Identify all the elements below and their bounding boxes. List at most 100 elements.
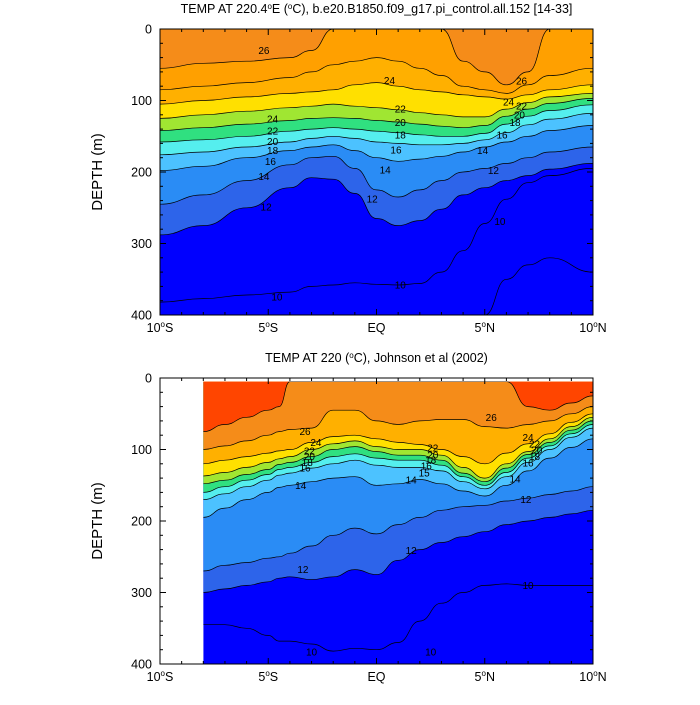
contour-label: 18	[529, 452, 541, 463]
contour-label: 12	[406, 546, 418, 557]
contour-label: 14	[406, 476, 418, 487]
contour-line-t26	[203, 406, 594, 450]
contour-line-t22	[160, 93, 593, 119]
contour-label: 24	[522, 433, 534, 444]
contour-label: 14	[477, 146, 489, 157]
contour-label: 20	[427, 451, 439, 462]
contour-label: 10	[522, 581, 534, 592]
contour-line-t11	[160, 163, 593, 236]
y-tick-label: 100	[131, 94, 152, 108]
chart-title: TEMP AT 220.4oE (oC), b.e20.B1850.f09_g1…	[181, 2, 573, 16]
contour-label: 22	[427, 444, 439, 455]
contour-line-t20	[160, 98, 593, 131]
contour-line-t26	[160, 29, 593, 86]
contour-line-t10	[160, 168, 593, 303]
x-tick-label: 10oS	[147, 320, 174, 335]
contour-label: 18	[302, 458, 314, 469]
fill-band-t27	[203, 381, 593, 432]
y-tick-label: 0	[145, 372, 152, 386]
contour-label: 22	[516, 102, 528, 113]
contour-field-2	[203, 381, 594, 664]
x-axis: 10oS 5oS EQ 5oN 10oN	[147, 378, 607, 684]
fill-band-t26	[160, 29, 593, 85]
y-tick-label: 200	[131, 166, 152, 180]
contour-line-t24	[160, 82, 593, 105]
contour-label: 18	[267, 146, 279, 157]
contour-label: 16	[522, 459, 534, 470]
y-tick-label: 300	[131, 237, 152, 251]
contour-label: 22	[395, 105, 407, 116]
contour-label: 18	[395, 130, 407, 141]
contour-line-t14	[203, 438, 594, 518]
chart-title: TEMP AT 220 (oC), Johnson et al (2002)	[265, 351, 488, 365]
contour-label: 26	[299, 427, 311, 438]
contour-label: 20	[304, 452, 316, 463]
x-tick-label: 5oS	[258, 669, 278, 684]
contour-label: 16	[497, 130, 509, 141]
fill-band-t26	[203, 381, 593, 450]
contour-line-t14	[160, 125, 593, 171]
x-tick-label: 10oN	[579, 669, 606, 684]
contour-label: 12	[367, 195, 379, 206]
y-tick-label: 400	[131, 309, 152, 323]
contour-line-t12	[160, 146, 593, 205]
contour-line-t22	[203, 416, 594, 479]
x-tick-label: EQ	[367, 321, 385, 335]
contour-label: 24	[503, 97, 515, 108]
x-tick-label: 10oS	[147, 669, 174, 684]
contour-label: 20	[395, 118, 407, 129]
contour-label: 10	[494, 217, 506, 228]
contour-label: 20	[267, 137, 279, 148]
contour-label: 20	[531, 446, 543, 457]
contour-label: 22	[304, 446, 316, 457]
contour-label: 10	[395, 280, 407, 291]
y-tick-label: 100	[131, 443, 152, 457]
contour-line-t16	[203, 427, 594, 500]
x-axis: 10oS 5oS EQ 5oN 10oN	[147, 29, 607, 335]
contour-label: 26	[516, 77, 528, 88]
contour-line-t10	[203, 583, 593, 652]
contour-label: 12	[520, 495, 532, 506]
contour-label: 10	[306, 647, 318, 658]
contour-line-t20	[203, 420, 594, 485]
contour-label: 14	[258, 172, 270, 183]
contour-line-t11	[203, 509, 594, 593]
contour-line-t16	[160, 113, 593, 156]
contour-line-t18	[203, 424, 594, 493]
contour-label: 10	[425, 647, 437, 658]
contour-label: 16	[390, 145, 402, 156]
contour-label: 24	[384, 76, 396, 87]
y-tick-label: 400	[131, 658, 152, 672]
x-tick-label: 5oN	[475, 320, 495, 335]
y-tick-label: 200	[131, 515, 152, 529]
contour-label: 16	[421, 461, 433, 472]
contour-label: 24	[267, 115, 279, 126]
contour-line-t25	[160, 57, 593, 94]
contour-label: 26	[486, 413, 498, 424]
contour-line-t18	[160, 104, 593, 143]
contour-label: 12	[261, 203, 273, 214]
y-axis: 0 100 200 300 400	[131, 372, 593, 672]
y-tick-label: 0	[145, 23, 152, 37]
contour-label: 12	[297, 565, 309, 576]
x-tick-label: 5oS	[258, 320, 278, 335]
x-tick-label: EQ	[367, 670, 385, 684]
contour-label: 22	[267, 127, 279, 138]
y-axis-label: DEPTH (m)	[89, 133, 106, 211]
contour-label: 24	[310, 438, 322, 449]
contour-field-1	[160, 29, 593, 315]
contour-label: 14	[295, 481, 307, 492]
x-tick-label: 5oN	[475, 669, 495, 684]
y-axis: 0 100 200 300 400	[131, 23, 593, 323]
contour-label: 26	[258, 46, 270, 57]
contour-line-t12	[203, 486, 594, 572]
contour-label: 18	[509, 118, 521, 129]
contour-line-t27	[203, 381, 594, 432]
contour-line-t24	[203, 413, 594, 465]
contour-label: 18	[425, 456, 437, 467]
contour-label: 12	[488, 166, 500, 177]
contour-label: 16	[265, 157, 277, 168]
